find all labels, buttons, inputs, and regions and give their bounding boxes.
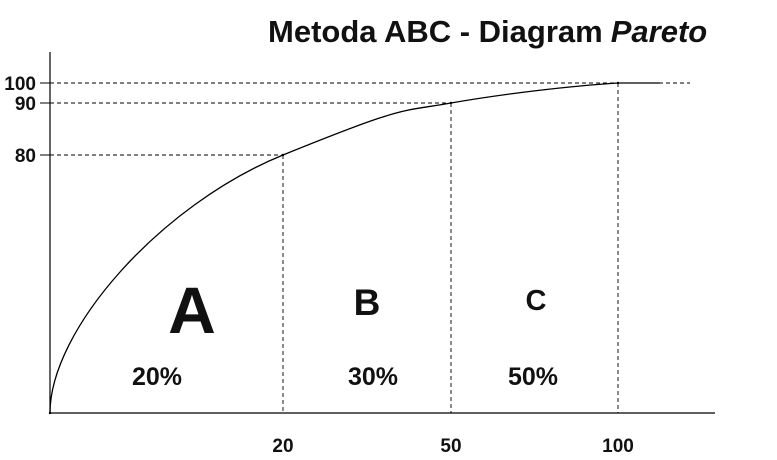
axes <box>40 52 715 414</box>
x-tick-label-100: 100 <box>602 436 634 455</box>
zone-percent-c: 50% <box>508 363 558 391</box>
x-tick-label-20: 20 <box>272 436 293 455</box>
chart-title-main: Metoda ABC - Diagram <box>268 14 603 49</box>
zone-letter-b: B <box>354 282 381 323</box>
y-tick-label-100: 100 <box>4 74 36 95</box>
y-tick-label-90: 90 <box>15 94 36 115</box>
zone-labels: A 20% B 30% C 50% <box>132 273 558 391</box>
y-tick-label-80: 80 <box>15 146 36 167</box>
curve-point-0 <box>48 411 52 415</box>
zone-percent-a: 20% <box>132 363 182 391</box>
zone-letter-c: C <box>526 285 547 317</box>
x-tick-label-50: 50 <box>440 436 461 455</box>
reference-lines <box>50 82 690 413</box>
zone-percent-b: 30% <box>348 363 398 391</box>
pareto-curve-layer <box>48 81 660 415</box>
chart-title: Metoda ABC - Diagram Pareto <box>268 14 707 49</box>
zone-letter-a: A <box>168 273 216 347</box>
curve-point-20 <box>281 153 285 157</box>
pareto-curve <box>49 82 660 414</box>
chart-title-italic: Pareto <box>611 14 707 49</box>
curve-point-50 <box>449 101 453 105</box>
curve-point-100 <box>616 81 620 85</box>
